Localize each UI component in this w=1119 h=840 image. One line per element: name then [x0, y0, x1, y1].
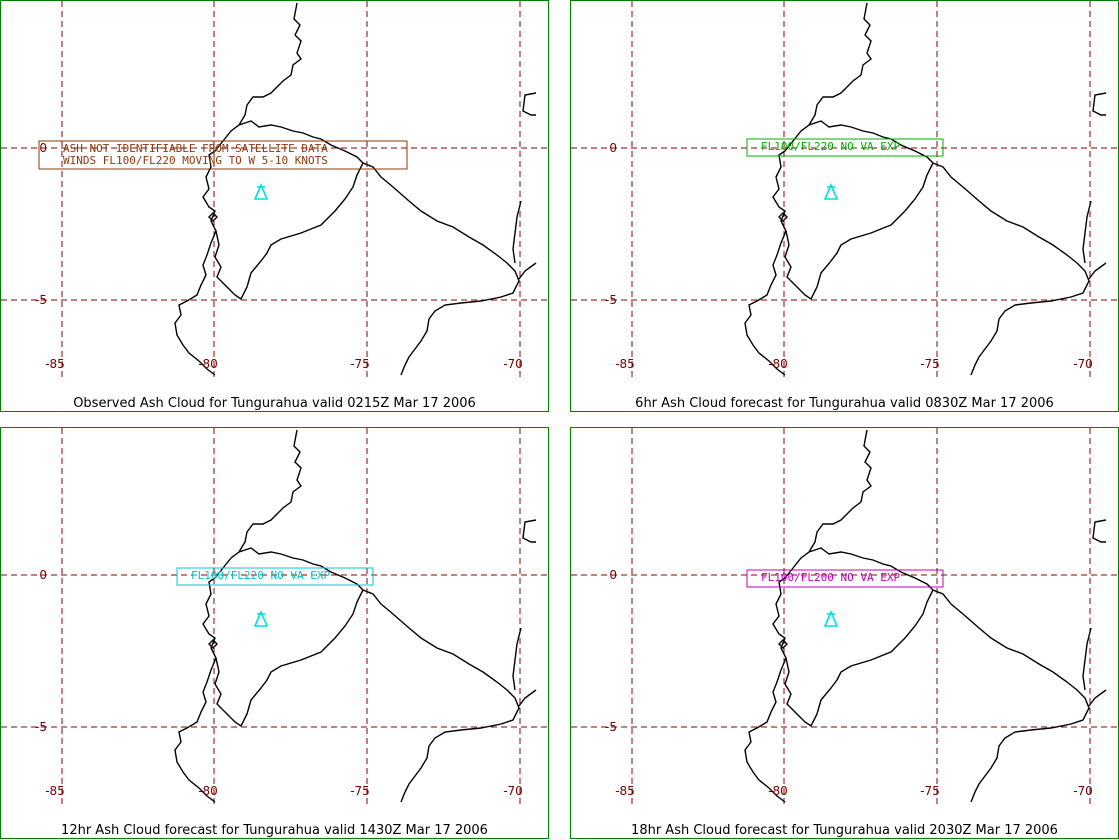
latitude-tick-label: 0: [609, 141, 617, 155]
advisory-text: FL100/FL220 NO VA EXP: [761, 140, 900, 153]
panel-caption: Observed Ash Cloud for Tungurahua valid …: [73, 396, 476, 411]
coastline: [208, 212, 218, 222]
latitude-tick-label: 0: [39, 568, 47, 582]
longitude-tick-label: -70: [503, 784, 523, 798]
longitude-tick-label: -80: [768, 784, 788, 798]
coastline: [808, 120, 1090, 376]
longitude-tick-label: -75: [350, 357, 370, 371]
panel-caption: 18hr Ash Cloud forecast for Tungurahua v…: [631, 823, 1058, 838]
coastline: [1092, 92, 1107, 116]
coastline: [238, 547, 520, 803]
map-panel-observed: -85 -80 -75 -70 0 -5 ASH NOT IDENTIFIABLE FROM…: [0, 0, 550, 412]
coastline: [174, 429, 302, 803]
advisory-text: FL100/FL220 NO VA EXP: [191, 569, 330, 582]
volcano-triangle-icon: [823, 609, 839, 627]
advisory-text: WINDS FL100/FL220 MOVING TO W 5-10 KNOTS: [63, 154, 328, 167]
advisory-text: ASH NOT IDENTIFIABLE FROM SATELLITE DATA: [63, 142, 328, 155]
latitude-tick-label: -5: [605, 293, 617, 307]
coastline: [744, 2, 872, 376]
map-panel-12hr: -85 -80 -75 -70 0 -5 FL100/FL220 NO VA EXP 12h…: [0, 427, 550, 839]
longitude-tick-label: -75: [920, 357, 940, 371]
coastline: [1082, 627, 1092, 691]
latitude-tick-label: -5: [35, 720, 47, 734]
panel-caption: 12hr Ash Cloud forecast for Tungurahua v…: [61, 823, 488, 838]
coastline: [174, 2, 302, 376]
coastline: [1088, 689, 1107, 707]
map-canvas: -85 -80 -75 -70 0 -5 FL100/FL200 NO VA EXP: [571, 428, 1119, 806]
coastline: [778, 212, 788, 222]
longitude-tick-label: -80: [198, 357, 218, 371]
volcano-triangle-icon: [253, 182, 269, 200]
coastline: [214, 589, 364, 728]
coastline: [208, 639, 218, 649]
advisory-box: ASH NOT IDENTIFIABLE FROM SATELLITE DATA…: [38, 140, 408, 170]
map-canvas: -85 -80 -75 -70 0 -5 FL100/FL220 NO VA EXP: [571, 1, 1119, 379]
coastline: [1092, 519, 1107, 543]
volcano-triangle-icon: [253, 609, 269, 627]
map-panel-18hr: -85 -80 -75 -70 0 -5 FL100/FL200 NO VA EXP 18h…: [570, 427, 1119, 839]
map-panel-6hr: -85 -80 -75 -70 0 -5 FL100/FL220 NO VA EXP 6hr…: [570, 0, 1119, 412]
longitude-tick-label: -75: [920, 784, 940, 798]
coastline: [744, 429, 872, 803]
coastline: [784, 589, 934, 728]
map-canvas: -85 -80 -75 -70 0 -5 ASH NOT IDENTIFIABLE FROM…: [1, 1, 550, 379]
coastline: [238, 120, 520, 376]
latitude-tick-label: 0: [609, 568, 617, 582]
coastline: [1082, 200, 1092, 264]
longitude-tick-label: -80: [768, 357, 788, 371]
longitude-tick-label: -85: [615, 784, 635, 798]
advisory-text: FL100/FL200 NO VA EXP: [761, 571, 900, 584]
coastline: [214, 162, 364, 301]
longitude-tick-label: -80: [198, 784, 218, 798]
coastline: [518, 689, 537, 707]
coastline: [512, 627, 522, 691]
panel-caption: 6hr Ash Cloud forecast for Tungurahua va…: [635, 396, 1054, 411]
longitude-tick-label: -75: [350, 784, 370, 798]
advisory-box: FL100/FL200 NO VA EXP: [746, 569, 944, 588]
coastline: [784, 162, 934, 301]
coastline: [522, 92, 537, 116]
latitude-tick-label: -5: [605, 720, 617, 734]
coastline: [512, 200, 522, 264]
longitude-tick-label: -85: [615, 357, 635, 371]
longitude-tick-label: -85: [45, 357, 65, 371]
advisory-box: FL100/FL220 NO VA EXP: [746, 138, 944, 157]
advisory-box: FL100/FL220 NO VA EXP: [176, 567, 374, 586]
latitude-tick-label: -5: [35, 293, 47, 307]
longitude-tick-label: -70: [1073, 357, 1093, 371]
volcano-triangle-icon: [823, 182, 839, 200]
coastline: [518, 262, 537, 280]
coastline: [808, 547, 1090, 803]
longitude-tick-label: -70: [503, 357, 523, 371]
map-canvas: -85 -80 -75 -70 0 -5 FL100/FL220 NO VA EXP: [1, 428, 550, 806]
coastline: [522, 519, 537, 543]
coastline: [1088, 262, 1107, 280]
latitude-tick-label: 0: [39, 141, 47, 155]
longitude-tick-label: -70: [1073, 784, 1093, 798]
longitude-tick-label: -85: [45, 784, 65, 798]
coastline: [778, 639, 788, 649]
